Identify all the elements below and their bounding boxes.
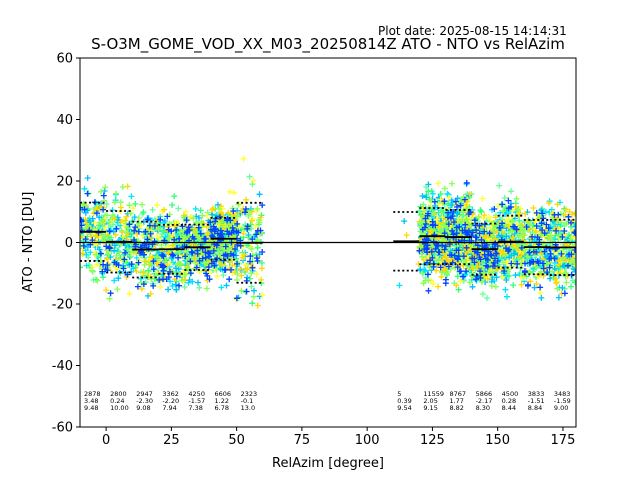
bin-count-label: 11559 — [423, 390, 444, 398]
bin-mean-label: -0.1 — [241, 397, 254, 405]
y-tick-label: 20 — [56, 175, 73, 190]
bin-count-label: 5866 — [476, 390, 493, 398]
bin-count-label: 6606 — [215, 390, 232, 398]
bin-mean-label: -2.30 — [136, 397, 153, 405]
x-tick-label: 150 — [485, 433, 510, 448]
y-tick-label: 40 — [56, 113, 73, 128]
x-tick-label: 75 — [294, 433, 311, 448]
bin-mean-label: 0.24 — [110, 397, 124, 405]
bin-count-label: 4250 — [188, 390, 205, 398]
x-tick-label: 125 — [420, 433, 445, 448]
bin-count-label: 8767 — [449, 390, 466, 398]
bin-count-label: 3362 — [162, 390, 179, 398]
y-tick-label: -60 — [52, 421, 73, 436]
bin-std-label: 9.08 — [136, 404, 150, 412]
y-axis-label: ATO - NTO [DU] — [21, 192, 36, 293]
bin-std-label: 9.54 — [397, 404, 411, 412]
bin-mean-label: 1.22 — [215, 397, 229, 405]
bin-mean-label: -1.59 — [554, 397, 571, 405]
x-tick-label: 175 — [551, 433, 576, 448]
bin-std-label: 8.82 — [449, 404, 463, 412]
bin-mean-label: -2.20 — [162, 397, 179, 405]
bin-std-label: 7.94 — [162, 404, 176, 412]
bin-mean-label: 3.48 — [84, 397, 98, 405]
bin-std-label: 8.30 — [476, 404, 490, 412]
bin-std-label: 9.00 — [554, 404, 568, 412]
x-tick-label: 25 — [163, 433, 180, 448]
bin-mean-label: 0.28 — [502, 397, 516, 405]
chart-title: S-O3M_GOME_VOD_XX_M03_20250814Z ATO - NT… — [91, 35, 565, 53]
x-tick-label: 100 — [355, 433, 380, 448]
bin-count-label: 2947 — [136, 390, 153, 398]
bin-mean-label: 0.39 — [397, 397, 411, 405]
x-tick-label: 0 — [102, 433, 110, 448]
bin-count-label: 5 — [397, 390, 401, 398]
x-axis-label: RelAzim [degree] — [272, 456, 384, 471]
bin-mean-label: -2.17 — [476, 397, 493, 405]
bin-count-label: 2800 — [110, 390, 127, 398]
bin-std-label: 9.48 — [84, 404, 98, 412]
bin-count-label: 3483 — [554, 390, 571, 398]
bin-count-label: 4500 — [502, 390, 519, 398]
y-tick-label: -20 — [52, 298, 73, 313]
x-tick-label: 50 — [228, 433, 245, 448]
bin-std-label: 8.84 — [528, 404, 542, 412]
bin-count-label: 2323 — [241, 390, 258, 398]
bin-std-label: 7.38 — [188, 404, 202, 412]
bin-std-label: 8.44 — [502, 404, 516, 412]
y-tick-label: 0 — [65, 236, 73, 251]
y-tick-label: -40 — [52, 359, 73, 374]
bin-count-label: 3833 — [528, 390, 545, 398]
bin-mean-label: -1.51 — [528, 397, 545, 405]
y-tick-label: 60 — [56, 52, 73, 67]
bin-mean-label: -1.57 — [188, 397, 205, 405]
bin-std-label: 10.00 — [110, 404, 129, 412]
bin-count-label: 2878 — [84, 390, 101, 398]
bin-mean-label: 1.77 — [449, 397, 463, 405]
plot-date: Plot date: 2025-08-15 14:14:31 — [378, 24, 567, 38]
bin-std-label: 9.15 — [423, 404, 437, 412]
bin-std-label: 13.0 — [241, 404, 255, 412]
bin-std-label: 6.78 — [215, 404, 229, 412]
bin-mean-label: 2.05 — [423, 397, 437, 405]
